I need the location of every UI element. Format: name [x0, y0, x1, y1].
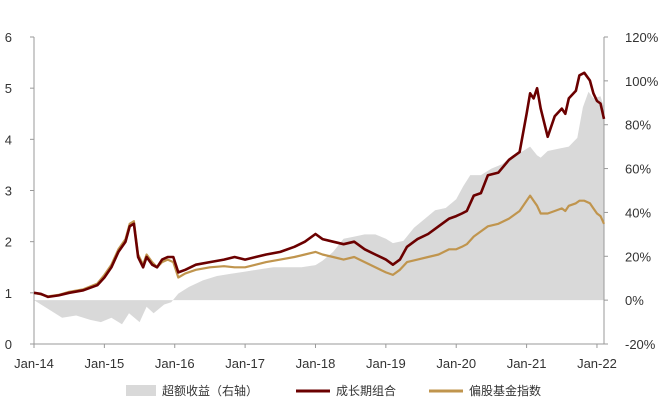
x-tick-label: Jan-21 — [507, 356, 547, 371]
right-tick-label: 0% — [625, 293, 644, 308]
series-growth-line — [33, 71, 606, 299]
legend-label-excess: 超额收益（右轴） — [162, 383, 258, 398]
legend: 超额收益（右轴） 成长期组合 偏股基金指数 — [126, 383, 541, 398]
left-tick-label: 2 — [5, 235, 12, 250]
left-tick-label: 1 — [5, 286, 12, 301]
right-tick-label: 80% — [625, 118, 651, 133]
x-tick-label: Jan-14 — [14, 356, 54, 371]
right-tick-label: 20% — [625, 249, 651, 264]
x-tick-label: Jan-16 — [155, 356, 195, 371]
x-tick-label: Jan-20 — [436, 356, 476, 371]
left-tick-label: 5 — [5, 81, 12, 96]
legend-label-growth: 成长期组合 — [336, 383, 396, 398]
x-tick-label: Jan-19 — [366, 356, 406, 371]
right-tick-label: 40% — [625, 205, 651, 220]
x-tick-label: Jan-15 — [84, 356, 124, 371]
left-tick-label: 4 — [5, 132, 12, 147]
right-tick-label: 60% — [625, 162, 651, 177]
right-tick-label: -20% — [625, 337, 656, 352]
left-tick-label: 0 — [5, 337, 12, 352]
left-tick-label: 6 — [5, 30, 12, 45]
right-tick-label: 120% — [625, 30, 659, 45]
right-tick-label: 100% — [625, 74, 659, 89]
left-tick-label: 3 — [5, 184, 12, 199]
legend-label-index: 偏股基金指数 — [469, 383, 541, 398]
tick-layer: 0 1 2 3 4 5 6 -20% 0% 20% 40% 60% 80% 100% 120% Jan-14 J… — [5, 30, 659, 371]
x-tick-label: Jan-22 — [577, 356, 617, 371]
legend-swatch-excess — [126, 385, 156, 396]
excess-area-layer — [34, 91, 604, 325]
line-layer — [33, 71, 606, 299]
x-tick-label: Jan-18 — [296, 356, 336, 371]
x-tick-label: Jan-17 — [225, 356, 265, 371]
series-excess-area — [34, 91, 604, 325]
